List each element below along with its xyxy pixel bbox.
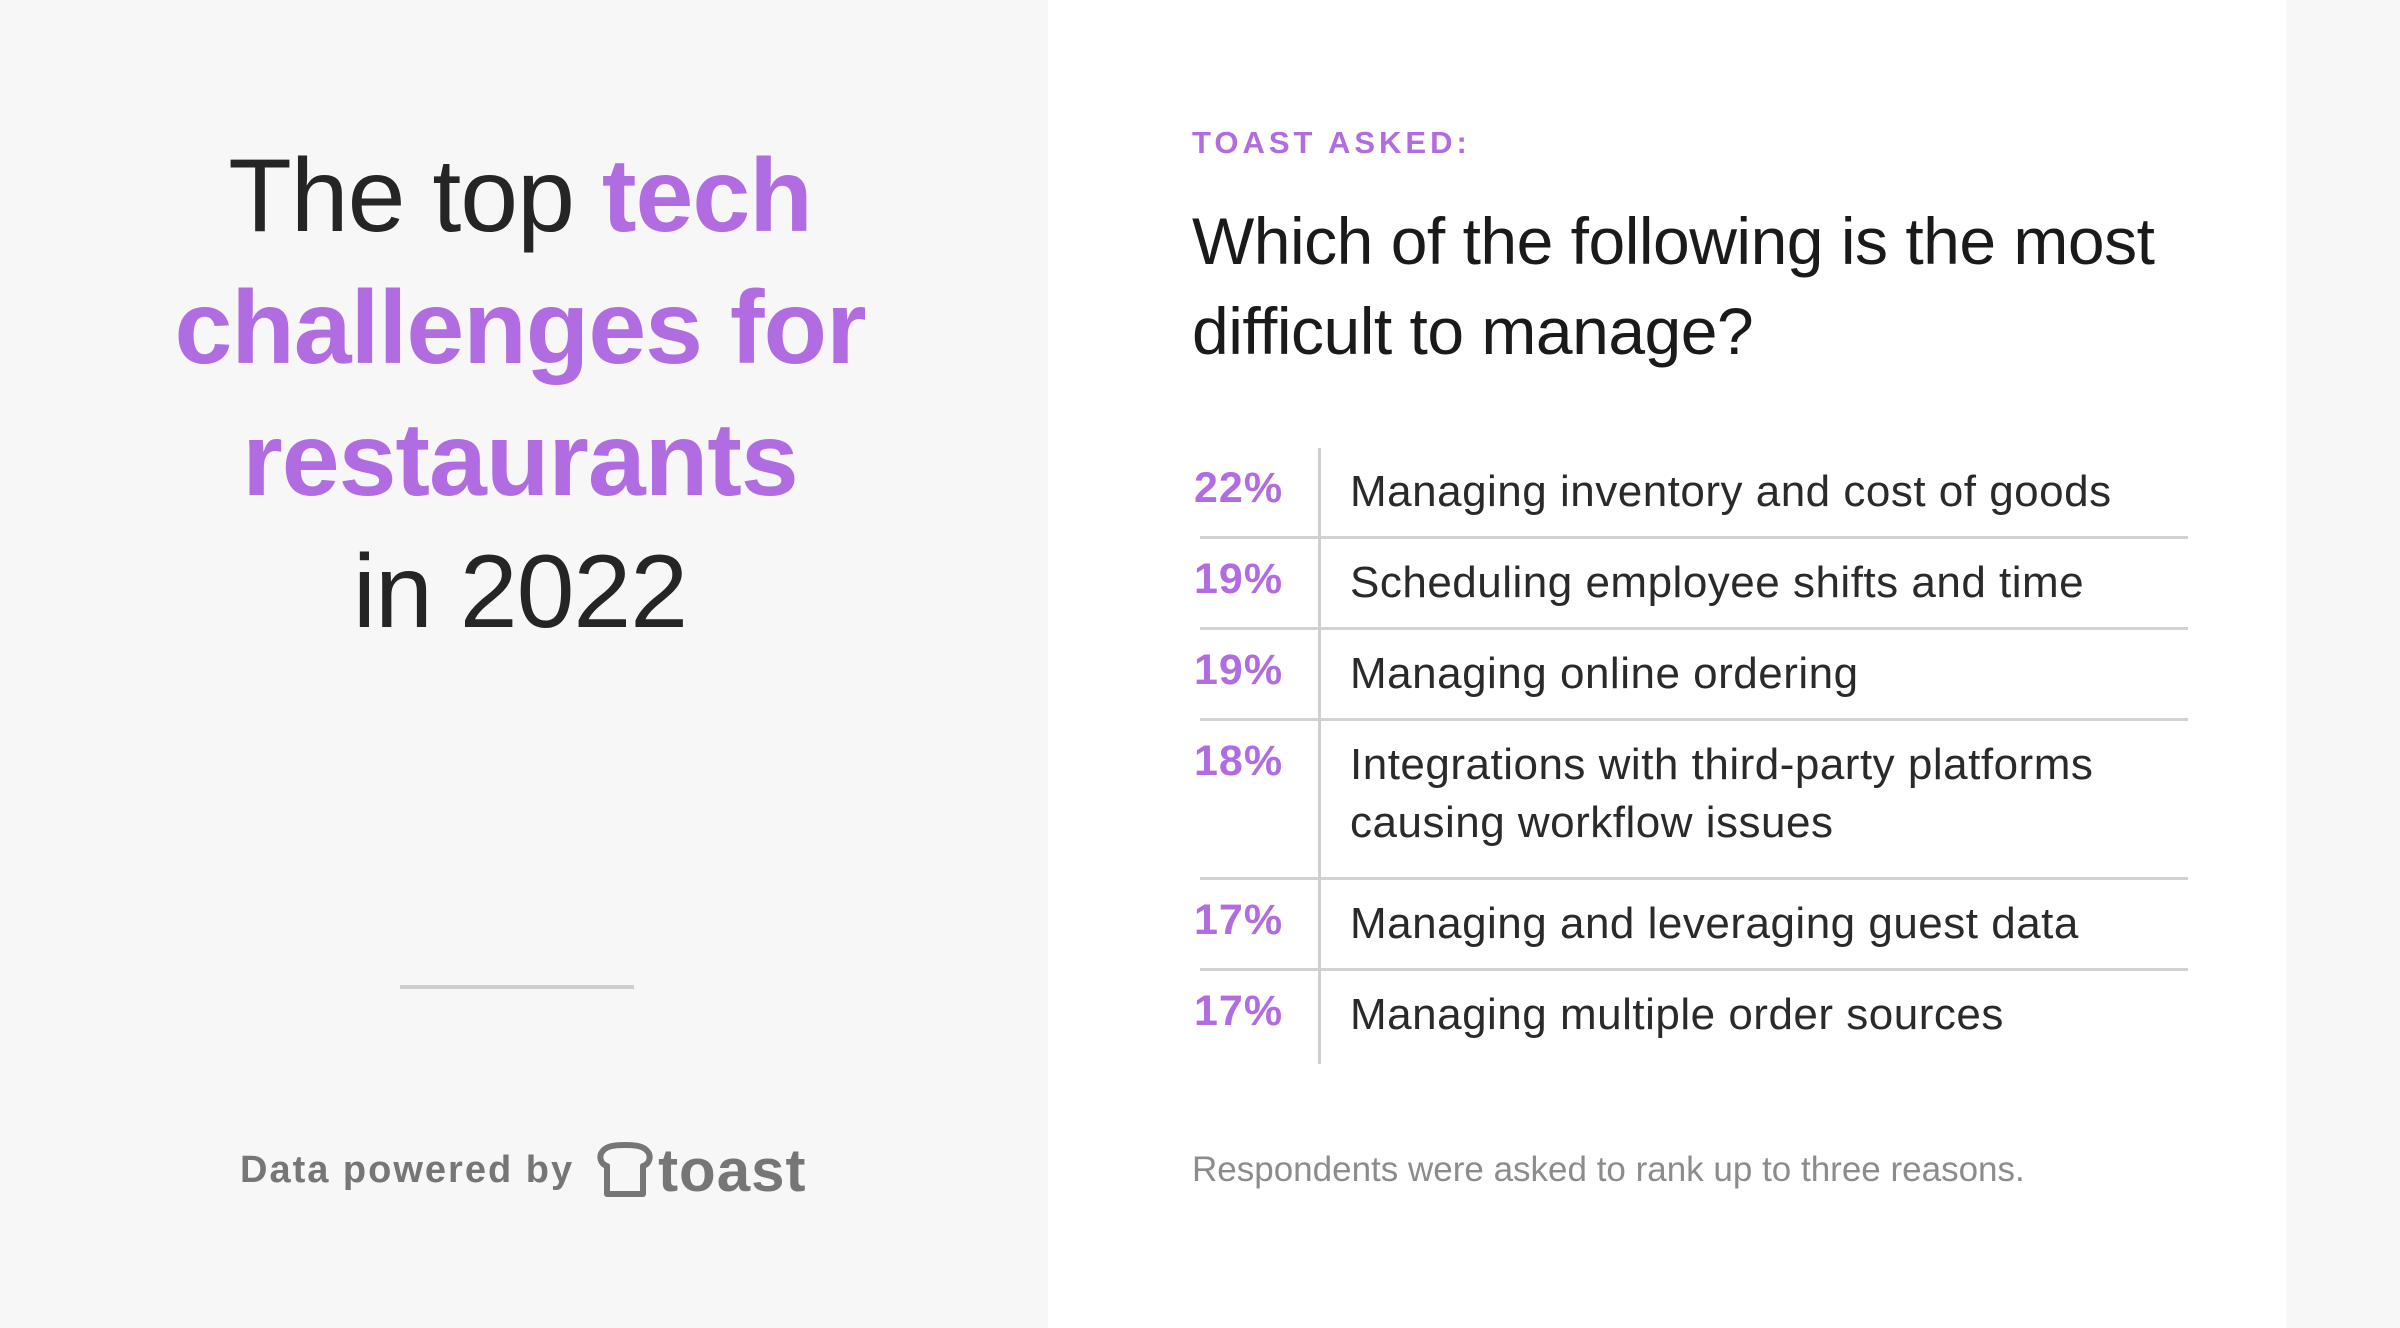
result-label: Integrations with third-party platforms c… <box>1350 740 2094 847</box>
result-row: 22% Managing inventory and cost of goods <box>1194 448 2188 539</box>
result-percent: 17% <box>1194 896 1284 944</box>
result-percent: 17% <box>1194 987 1284 1035</box>
survey-question: Which of the following is the most diffi… <box>1192 204 2155 368</box>
powered-by: Data powered by toast <box>240 1135 806 1205</box>
kicker: TOAST ASKED: <box>1192 125 1471 160</box>
headline-accent-2: challenges for <box>174 270 866 386</box>
result-row: 18% Integrations with third-party platfor… <box>1194 721 2188 880</box>
result-label: Managing online ordering <box>1350 649 1859 698</box>
headline-divider <box>400 985 634 989</box>
headline-accent-1: tech <box>601 138 813 254</box>
headline-accent-3: restaurants <box>242 402 798 518</box>
headline-plain-4: in 2022 <box>352 534 688 650</box>
result-percent: 19% <box>1194 555 1284 603</box>
survey-card: TOAST ASKED: Which of the following is t… <box>1048 0 2286 1328</box>
result-row: 19% Managing online ordering <box>1194 630 2188 721</box>
result-label: Managing multiple order sources <box>1350 990 2004 1039</box>
headline: The top tech challenges for restaurants … <box>0 130 1040 658</box>
powered-by-text: Data powered by <box>240 1148 575 1191</box>
toast-wordmark: toast <box>658 1136 807 1204</box>
results-table: 22% Managing inventory and cost of goods 1… <box>1194 448 2188 1059</box>
result-row: 19% Scheduling employee shifts and time <box>1194 539 2188 630</box>
footnote: Respondents were asked to rank up to thr… <box>1192 1150 2025 1189</box>
result-percent: 22% <box>1194 464 1284 512</box>
result-percent: 19% <box>1194 646 1284 694</box>
results-vertical-rule <box>1318 448 1321 1064</box>
headline-line-1: The top tech <box>0 130 1040 262</box>
headline-plain-1: The top <box>228 138 575 254</box>
result-row: 17% Managing and leveraging guest data <box>1194 880 2188 971</box>
toast-logo: toast <box>596 1136 806 1205</box>
result-row: 17% Managing multiple order sources <box>1194 971 2188 1059</box>
left-panel: The top tech challenges for restaurants … <box>0 0 1048 1328</box>
result-label: Managing and leveraging guest data <box>1350 899 2079 948</box>
result-label: Scheduling employee shifts and time <box>1350 558 2085 607</box>
result-label: Managing inventory and cost of goods <box>1350 467 2112 516</box>
toast-bread-icon <box>597 1142 653 1197</box>
result-percent: 18% <box>1194 737 1284 785</box>
